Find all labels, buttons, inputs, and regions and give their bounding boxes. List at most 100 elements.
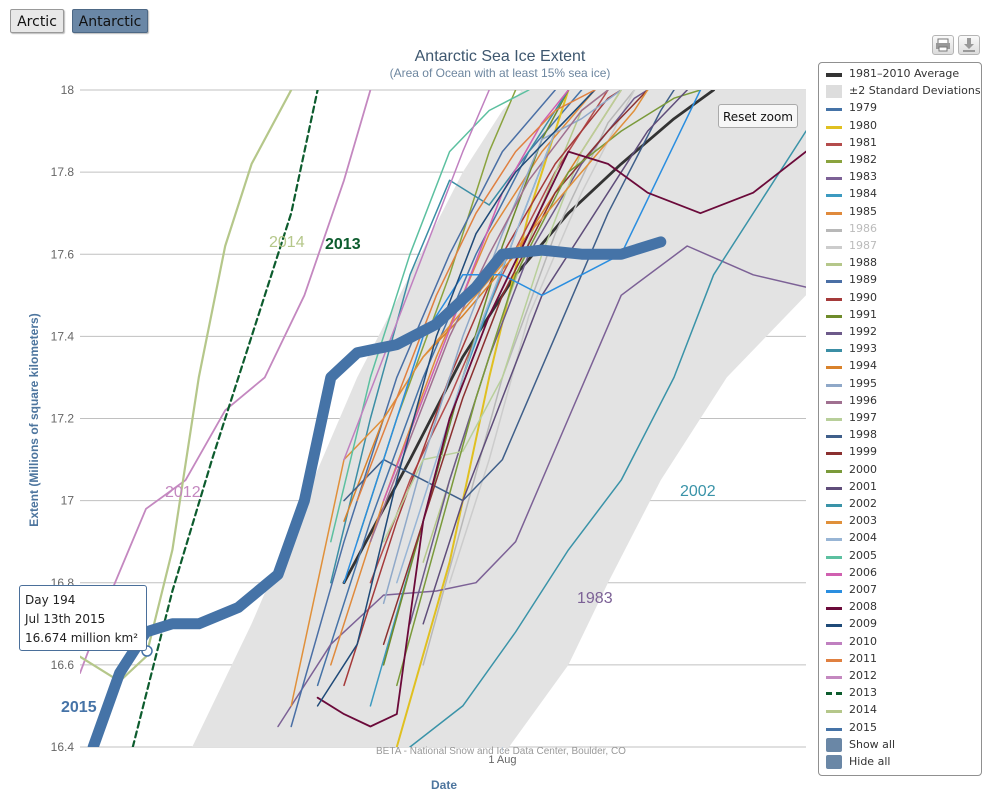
legend-label: 1981 xyxy=(849,135,877,149)
legend-item-1981-2010-average[interactable]: 1981–2010 Average xyxy=(819,66,981,83)
legend-item-1990[interactable]: 1990 xyxy=(819,290,981,307)
tab-antarctic[interactable]: Antarctic xyxy=(72,9,148,33)
legend-item-1989[interactable]: 1989 xyxy=(819,272,981,289)
series-line-1980[interactable] xyxy=(395,90,570,747)
series-line-1997[interactable] xyxy=(382,90,622,543)
reset-zoom-button[interactable]: Reset zoom xyxy=(718,104,798,128)
legend-item-2010[interactable]: 2010 xyxy=(819,634,981,651)
series-line-2003[interactable] xyxy=(290,90,649,707)
series-line-1987[interactable] xyxy=(448,90,636,584)
legend-item-2015[interactable]: 2015 xyxy=(819,720,981,737)
y-tick-label: 16.6 xyxy=(51,658,75,672)
legend-label: 2007 xyxy=(849,583,877,596)
download-button[interactable] xyxy=(958,35,980,55)
legend-item-1998[interactable]: 1998 xyxy=(819,427,981,444)
legend-item-1999[interactable]: 1999 xyxy=(819,444,981,461)
std-dev-band xyxy=(192,90,806,747)
legend-label: 2006 xyxy=(849,565,877,579)
legend-item-2007[interactable]: 2007 xyxy=(819,582,981,599)
legend-label: 1992 xyxy=(849,325,877,338)
legend-item-2008[interactable]: 2008 xyxy=(819,599,981,616)
legend-label: 1989 xyxy=(849,273,877,287)
legend-symbol xyxy=(826,85,842,99)
legend-item-1994[interactable]: 1994 xyxy=(819,358,981,375)
legend-item-1991[interactable]: 1991 xyxy=(819,307,981,324)
annotation-2002: 2002 xyxy=(680,483,716,500)
legend-item-1981[interactable]: 1981 xyxy=(819,135,981,152)
legend-label: 1986 xyxy=(849,221,877,235)
series-line-2013[interactable] xyxy=(131,90,319,747)
chart-subtitle: (Area of Ocean with at least 15% sea ice… xyxy=(390,66,611,80)
legend-item-1979[interactable]: 1979 xyxy=(819,100,981,117)
legend-item-1984[interactable]: 1984 xyxy=(819,186,981,203)
legend-item-1988[interactable]: 1988 xyxy=(819,255,981,272)
series-line-2014[interactable] xyxy=(80,90,293,683)
series-line-1991[interactable] xyxy=(382,90,570,666)
legend-item-show-all[interactable]: Show all xyxy=(819,737,981,754)
legend-symbol xyxy=(826,676,842,679)
legend-item-2004[interactable]: 2004 xyxy=(819,530,981,547)
series-line-1981-2010-average[interactable] xyxy=(342,90,715,585)
legend-label: 2013 xyxy=(849,686,877,700)
series-line-2005[interactable] xyxy=(330,90,530,543)
tab-arctic[interactable]: Arctic xyxy=(10,9,64,33)
series-line-2011[interactable] xyxy=(356,90,596,502)
annotation-2012: 2012 xyxy=(165,484,201,501)
series-line-2012[interactable] xyxy=(80,90,372,674)
legend-label: 1997 xyxy=(849,411,877,424)
y-tick-label: 17.4 xyxy=(51,329,75,343)
legend-label: 1987 xyxy=(849,239,877,252)
series-line-2007[interactable] xyxy=(343,90,702,584)
series-line-2002[interactable] xyxy=(409,130,806,747)
legend-item-1983[interactable]: 1983 xyxy=(819,169,981,186)
series-line-1996[interactable] xyxy=(369,90,609,543)
series-line-2015[interactable] xyxy=(87,236,667,747)
legend-item-2000[interactable]: 2000 xyxy=(819,462,981,479)
legend-item-2001[interactable]: 2001 xyxy=(819,479,981,496)
legend-item-1995[interactable]: 1995 xyxy=(819,376,981,393)
legend-symbol xyxy=(826,727,842,731)
legend-item-1992[interactable]: 1992 xyxy=(819,324,981,341)
legend-item-2006[interactable]: 2006 xyxy=(819,565,981,582)
legend-item-1993[interactable]: 1993 xyxy=(819,341,981,358)
legend-label: 2015 xyxy=(849,720,877,734)
legend-item-2011[interactable]: 2011 xyxy=(819,651,981,668)
series-line-2000[interactable] xyxy=(396,90,702,687)
legend-item-1996[interactable]: 1996 xyxy=(819,393,981,410)
y-tick-label: 17 xyxy=(61,494,75,508)
legend-item-1980[interactable]: 1980 xyxy=(819,118,981,135)
legend-item-1986[interactable]: 1986 xyxy=(819,221,981,238)
legend-symbol xyxy=(826,452,842,456)
tooltip-value: 16.674 million km² xyxy=(25,631,139,645)
series-line-1993[interactable] xyxy=(330,90,570,584)
series-line-2008[interactable] xyxy=(316,150,806,728)
legend-item-1985[interactable]: 1985 xyxy=(819,204,981,221)
series-line-2009[interactable] xyxy=(316,90,596,707)
legend-item-2014[interactable]: 2014 xyxy=(819,702,981,719)
legend-symbol xyxy=(826,228,842,232)
legend-item-2013[interactable]: 2013 xyxy=(819,685,981,702)
legend-item-2003[interactable]: 2003 xyxy=(819,513,981,530)
legend-item-2012[interactable]: 2012 xyxy=(819,668,981,685)
legend-item-2009[interactable]: 2009 xyxy=(819,616,981,633)
legend-symbol xyxy=(826,504,842,507)
print-button[interactable] xyxy=(932,35,954,55)
annotation-2015: 2015 xyxy=(61,699,97,716)
legend-item-2005[interactable]: 2005 xyxy=(819,548,981,565)
legend-item-1997[interactable]: 1997 xyxy=(819,410,981,427)
legend-symbol xyxy=(826,521,842,525)
legend-item-1982[interactable]: 1982 xyxy=(819,152,981,169)
series-line-2006[interactable] xyxy=(382,90,570,502)
legend-item-2002[interactable]: 2002 xyxy=(819,496,981,513)
series-line-1983[interactable] xyxy=(277,245,806,728)
legend-item-1987[interactable]: 1987 xyxy=(819,238,981,255)
series-line-2010[interactable] xyxy=(343,90,490,461)
series-line-1989[interactable] xyxy=(290,90,556,728)
legend-symbol xyxy=(826,73,842,77)
legend-item-2-standard-deviations[interactable]: ±2 Standard Deviations xyxy=(819,83,981,100)
legend-label: Show all xyxy=(849,737,896,751)
legend-item-hide-all[interactable]: Hide all xyxy=(819,754,981,771)
printer-icon xyxy=(936,38,950,52)
series-line-1986[interactable] xyxy=(422,90,636,666)
legend-symbol xyxy=(826,755,842,769)
